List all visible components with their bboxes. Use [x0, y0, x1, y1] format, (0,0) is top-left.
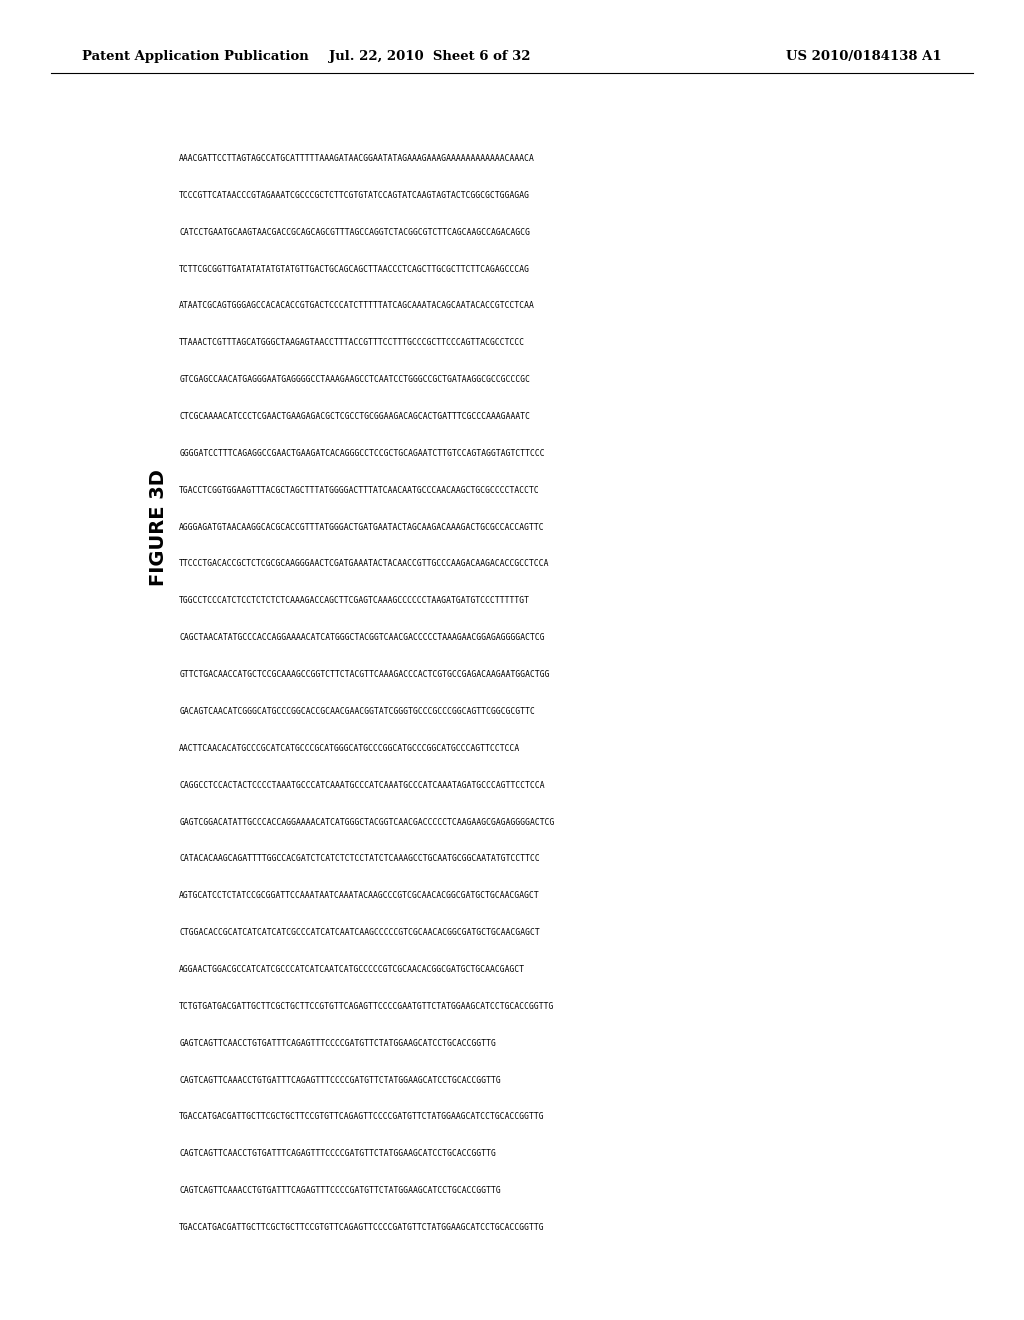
Text: TGACCTCGGTGGAAGTTTACGCTAGCTTTATGGGGACTTTATCAACAATGCCCAACAAGCTGCGCCCCTACCTC: TGACCTCGGTGGAAGTTTACGCTAGCTTTATGGGGACTTT…	[179, 486, 540, 495]
Text: GACAGTCAACATCGGGCATGCCCGGCACCGCAACGAACGGTATCGGGTGCCCGCCCGGCAGTTCGGCGCGTTC: GACAGTCAACATCGGGCATGCCCGGCACCGCAACGAACGG…	[179, 708, 536, 715]
Text: TCTTCGCGGTTGATATATATGTATGTTGACTGCAGCAGCTTAACCCTCAGCTTGCGCTTCTTCAGAGCCCAG: TCTTCGCGGTTGATATATATGTATGTTGACTGCAGCAGCT…	[179, 264, 530, 273]
Text: GGGGATCCTTTCAGAGGCCGAACTGAAGATCACAGGGCCTCCGCTGCAGAATCTTGTCCAGTAGGTAGTCTTCCC: GGGGATCCTTTCAGAGGCCGAACTGAAGATCACAGGGCCT…	[179, 449, 545, 458]
Text: CATACACAAGCAGATTTTGGCCACGATCTCATCTCTCCTATCTCAAAGCCTGCAATGCGGCAATATGTCCTTCC: CATACACAAGCAGATTTTGGCCACGATCTCATCTCTCCTA…	[179, 854, 540, 863]
Text: US 2010/0184138 A1: US 2010/0184138 A1	[786, 50, 942, 63]
Text: TTCCCTGACACCGCTCTCGCGCAAGGGAACTCGATGAAATACTACAACCGTTGCCCAAGACAAGACACCGCCTCCA: TTCCCTGACACCGCTCTCGCGCAAGGGAACTCGATGAAAT…	[179, 560, 550, 569]
Text: TTAAACTCGTTTAGCATGGGCTAAGAGTAACCTTTACCGTTTCCTTTGCCCGCTTCCCAGTTACGCCTCCC: TTAAACTCGTTTAGCATGGGCTAAGAGTAACCTTTACCGT…	[179, 338, 525, 347]
Text: Patent Application Publication: Patent Application Publication	[82, 50, 308, 63]
Text: Jul. 22, 2010  Sheet 6 of 32: Jul. 22, 2010 Sheet 6 of 32	[330, 50, 530, 63]
Text: ATAATCGCAGTGGGAGCCACACACCGTGACTCCCATCTTTTTATCAGCAAATACAGCAATACACCGTCCTCAA: ATAATCGCAGTGGGAGCCACACACCGTGACTCCCATCTTT…	[179, 301, 536, 310]
Text: CAGTCAGTTCAAACCTGTGATTTCAGAGTTTCCCCGATGTTCTATGGAAGCATCCTGCACCGGTTG: CAGTCAGTTCAAACCTGTGATTTCAGAGTTTCCCCGATGT…	[179, 1076, 501, 1085]
Text: CAGGCCTCCACTACTCCCCTAAATGCCCATCAAATGCCCATCAAATGCCCATCAAATAGATGCCCAGTTCCTCCA: CAGGCCTCCACTACTCCCCTAAATGCCCATCAAATGCCCA…	[179, 780, 545, 789]
Text: GTCGAGCCAACATGAGGGAATGAGGGGCCTAAAGAAGCCTCAATCCTGGGCCGCTGATAAGGCGCCGCCCGC: GTCGAGCCAACATGAGGGAATGAGGGGCCTAAAGAAGCCT…	[179, 375, 530, 384]
Text: GTTCTGACAACCATGCTCCGCAAAGCCGGTCTTCTACGTTCAAAGACCCACTCGTGCCGAGACAAGAATGGACTGG: GTTCTGACAACCATGCTCCGCAAAGCCGGTCTTCTACGTT…	[179, 671, 550, 678]
Text: CTCGCAAAACATCCCTCGAACTGAAGAGACGCTCGCCTGCGGAAGACAGCACTGATTTCGCCCAAAGAAATC: CTCGCAAAACATCCCTCGAACTGAAGAGACGCTCGCCTGC…	[179, 412, 530, 421]
Text: GAGTCAGTTCAACCTGTGATTTCAGAGTTTCCCCGATGTTCTATGGAAGCATCCTGCACCGGTTG: GAGTCAGTTCAACCTGTGATTTCAGAGTTTCCCCGATGTT…	[179, 1039, 496, 1048]
Text: AGGAACTGGACGCCATCATCGCCCATCATCAATCATGCCCCCGTCGCAACACGGCGATGCTGCAACGAGCT: AGGAACTGGACGCCATCATCGCCCATCATCAATCATGCCC…	[179, 965, 525, 974]
Text: TGGCCTCCCATCTCCTCTCTCTCAAAGACCAGCTTCGAGTCAAAGCCCCCCTAAGATGATGTCCCTTTTTGT: TGGCCTCCCATCTCCTCTCTCTCAAAGACCAGCTTCGAGT…	[179, 597, 530, 606]
Text: CAGTCAGTTCAAACCTGTGATTTCAGAGTTTCCCCGATGTTCTATGGAAGCATCCTGCACCGGTTG: CAGTCAGTTCAAACCTGTGATTTCAGAGTTTCCCCGATGT…	[179, 1187, 501, 1195]
Text: AGGGAGATGTAACAAGGCACGCACCGTTTATGGGACTGATGAATACTAGCAAGACAAAGACTGCGCCACCAGTTC: AGGGAGATGTAACAAGGCACGCACCGTTTATGGGACTGAT…	[179, 523, 545, 532]
Text: AGTGCATCCTCTATCCGCGGATTCCAAATAATCAAATACAAGCCCGTCGCAACACGGCGATGCTGCAACGAGCT: AGTGCATCCTCTATCCGCGGATTCCAAATAATCAAATACA…	[179, 891, 540, 900]
Text: CATCCTGAATGCAAGTAACGACCGCAGCAGCGTTTAGCCAGGTCTACGGCGTCTTCAGCAAGCCAGACAGCG: CATCCTGAATGCAAGTAACGACCGCAGCAGCGTTTAGCCA…	[179, 227, 530, 236]
Text: TGACCATGACGATTGCTTCGCTGCTTCCGTGTTCAGAGTTCCCCGATGTTCTATGGAAGCATCCTGCACCGGTTG: TGACCATGACGATTGCTTCGCTGCTTCCGTGTTCAGAGTT…	[179, 1224, 545, 1232]
Text: AAACGATTCCTTAGTAGCCATGCATTTTTAAAGATAACGGAATATAGAAAGAAAGAAAAAAAAAAAACAAACA: AAACGATTCCTTAGTAGCCATGCATTTTTAAAGATAACGG…	[179, 154, 536, 162]
Text: TCCCGTTCATAACCCGTAGAAATCGCCCGCTCTTCGTGTATCCAGTATCAAGTAGTACTCGGCGCTGGAGAG: TCCCGTTCATAACCCGTAGAAATCGCCCGCTCTTCGTGTA…	[179, 191, 530, 199]
Text: TGACCATGACGATTGCTTCGCTGCTTCCGTGTTCAGAGTTCCCCGATGTTCTATGGAAGCATCCTGCACCGGTTG: TGACCATGACGATTGCTTCGCTGCTTCCGTGTTCAGAGTT…	[179, 1113, 545, 1122]
Text: CTGGACACCGCATCATCATCATCGCCCATCATCAATCAAGCCCCCGTCGCAACACGGCGATGCTGCAACGAGCT: CTGGACACCGCATCATCATCATCGCCCATCATCAATCAAG…	[179, 928, 540, 937]
Text: AACTTCAACACATGCCCGCATCATGCCCGCATGGGCATGCCCGGCATGCCCGGCATGCCCAGTTCCTCCA: AACTTCAACACATGCCCGCATCATGCCCGCATGGGCATGC…	[179, 743, 520, 752]
Text: TCTGTGATGACGATTGCTTCGCTGCTTCCGTGTTCAGAGTTCCCCGAATGTTCTATGGAAGCATCCTGCACCGGTTG: TCTGTGATGACGATTGCTTCGCTGCTTCCGTGTTCAGAGT…	[179, 1002, 555, 1011]
Text: FIGURE 3D: FIGURE 3D	[150, 470, 168, 586]
Text: CAGTCAGTTCAACCTGTGATTTCAGAGTTTCCCCGATGTTCTATGGAAGCATCCTGCACCGGTTG: CAGTCAGTTCAACCTGTGATTTCAGAGTTTCCCCGATGTT…	[179, 1150, 496, 1159]
Text: CAGCTAACATATGCCCACCAGGAAAACATCATGGGCTACGGTCAACGACCCCCTAAAGAACGGAGAGGGGACTCG: CAGCTAACATATGCCCACCAGGAAAACATCATGGGCTACG…	[179, 634, 545, 643]
Text: GAGTCGGACATATTGCCCACCAGGAAAACATCATGGGCTACGGTCAACGACCCCCTCAAGAAGCGAGAGGGGACTCG: GAGTCGGACATATTGCCCACCAGGAAAACATCATGGGCTA…	[179, 817, 555, 826]
